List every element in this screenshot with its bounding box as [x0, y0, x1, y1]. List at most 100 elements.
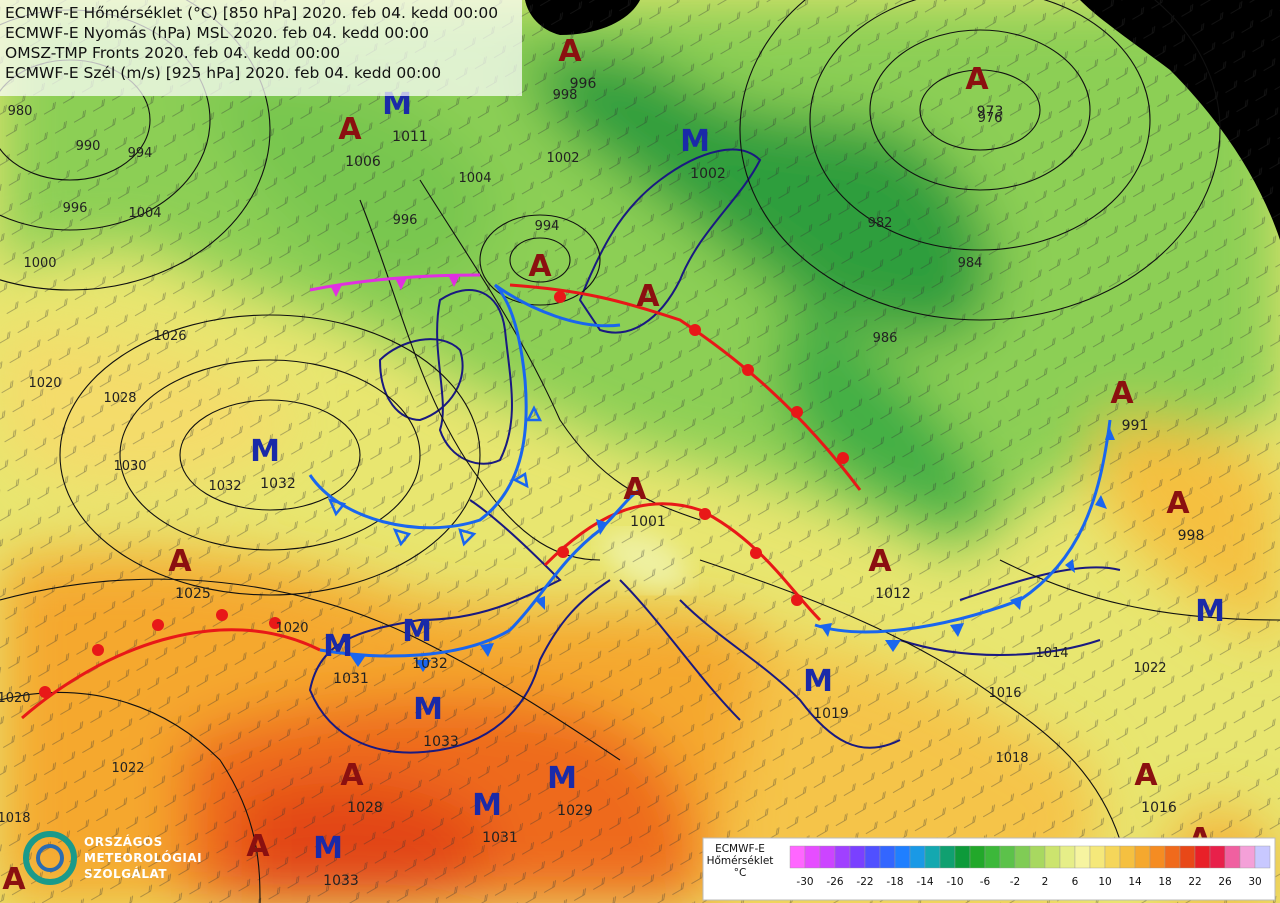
isobar-label: 1020 — [28, 376, 61, 391]
pressure-center-value: 1025 — [175, 586, 211, 602]
pressure-center-value: 1011 — [392, 129, 428, 145]
pressure-center-letter: A — [338, 112, 362, 147]
pressure-center-value: 1032 — [260, 476, 296, 492]
header-line: OMSZ-TMP Fronts 2020. feb 04. kedd 00:00 — [5, 44, 341, 62]
pressure-center-letter: A — [340, 758, 364, 793]
isobar-label: 996 — [393, 213, 418, 228]
pressure-center-letter: M — [680, 124, 710, 159]
isobar-label: 1014 — [1035, 646, 1068, 661]
legend-swatch — [804, 845, 821, 869]
pressure-center-value: 1006 — [345, 154, 381, 170]
isobar-label: 1026 — [153, 329, 186, 344]
pressure-center-letter: M — [803, 664, 833, 699]
pressure-center-value: 998 — [1178, 528, 1205, 544]
isobar-label: 994 — [535, 219, 560, 234]
pressure-center-letter: M — [547, 761, 577, 796]
isobar-label: 1000 — [23, 256, 56, 271]
legend-title: ECMWF-E — [715, 843, 765, 855]
legend-tick-label: 2 — [1042, 876, 1049, 888]
legend-swatch — [819, 845, 836, 869]
isobar-label: 994 — [128, 146, 153, 161]
legend-swatch — [1179, 845, 1196, 869]
legend-swatch — [864, 845, 881, 869]
legend-swatch — [879, 845, 896, 869]
isobar-label: 1020 — [0, 691, 31, 706]
pressure-center-letter: A — [965, 62, 989, 97]
fronts — [21, 273, 1115, 720]
pressure-center-letter: A — [168, 544, 192, 579]
legend-swatch — [984, 845, 1001, 869]
pressure-center-value: 1031 — [333, 671, 369, 687]
legend-swatch — [1254, 845, 1271, 869]
pressure-center-letter: A — [246, 829, 270, 864]
legend-swatch — [1194, 845, 1211, 869]
pressure-center-value: 1001 — [630, 514, 666, 530]
pressure-center-letter: A — [558, 34, 582, 69]
legend-swatch — [1209, 845, 1226, 869]
legend-swatch — [1239, 845, 1256, 869]
isobar-label: 1020 — [275, 621, 308, 636]
isobar-label: 998 — [553, 88, 578, 103]
pressure-center-value: 1033 — [423, 734, 459, 750]
legend-tick-label: 10 — [1098, 876, 1111, 888]
legend-swatch — [969, 845, 986, 869]
legend-swatch — [1014, 845, 1031, 869]
legend-tick-label: -14 — [916, 876, 933, 888]
pressure-center-letter: M — [1195, 594, 1225, 629]
legend-swatch — [999, 845, 1016, 869]
pressure-center-letter: A — [1166, 486, 1190, 521]
isobar-label: 1022 — [1133, 661, 1166, 676]
pressure-center-letter: A — [528, 249, 552, 284]
pressure-center-letter: M — [413, 692, 443, 727]
legend-swatch — [894, 845, 911, 869]
legend-tick-label: -10 — [946, 876, 963, 888]
legend-swatch — [834, 845, 851, 869]
legend-swatch — [1044, 845, 1061, 869]
legend-tick-label: -30 — [796, 876, 813, 888]
legend-swatch — [849, 845, 866, 869]
pressure-center-letter: M — [250, 434, 280, 469]
legend-swatch — [939, 845, 956, 869]
legend-tick-label: -6 — [980, 876, 991, 888]
legend-tick-label: -18 — [886, 876, 903, 888]
isobar-label: 982 — [868, 216, 893, 231]
pressure-center-letter: M — [313, 831, 343, 866]
legend-tick-label: 6 — [1072, 876, 1079, 888]
isobar-label: 1030 — [113, 459, 146, 474]
isobar-label: 1004 — [128, 206, 161, 221]
legend-swatch — [1224, 845, 1241, 869]
isobar-label: 986 — [873, 331, 898, 346]
legend-tick-label: -2 — [1010, 876, 1020, 888]
pressure-center-value: 1028 — [347, 800, 383, 816]
legend-swatch — [924, 845, 941, 869]
legend-swatch — [1029, 845, 1046, 869]
pressure-center-value: 1032 — [412, 656, 448, 672]
isobar-label: 1002 — [546, 151, 579, 166]
pressure-center-letter: M — [472, 788, 502, 823]
pressure-center-value: 1002 — [690, 166, 726, 182]
legend-swatch — [1149, 845, 1166, 869]
pressure-center-letter: A — [1110, 376, 1134, 411]
logo-text: SZOLGÁLAT — [84, 866, 167, 881]
isobar-label: 1018 — [995, 751, 1028, 766]
isobar-label: 996 — [63, 201, 88, 216]
legend-swatch — [1059, 845, 1076, 869]
pressure-center-letter: A — [636, 279, 660, 314]
logo-ring-inner — [36, 844, 64, 872]
header-line: ECMWF-E Nyomás (hPa) MSL 2020. feb 04. k… — [5, 24, 430, 42]
legend-title: °C — [734, 867, 747, 879]
legend-swatch — [1134, 845, 1151, 869]
legend-tick-label: 26 — [1218, 876, 1232, 888]
pressure-center-value: 1016 — [1141, 800, 1177, 816]
legend-tick-label: 22 — [1188, 876, 1201, 888]
pressure-center-letter: A — [1134, 758, 1158, 793]
legend-swatch — [1089, 845, 1106, 869]
legend-swatch — [1164, 845, 1181, 869]
logo-text: METEOROLÓGIAI — [84, 850, 202, 865]
pressure-center-value: 1012 — [875, 586, 911, 602]
legend-swatch — [1104, 845, 1121, 869]
legend-swatch — [954, 845, 971, 869]
